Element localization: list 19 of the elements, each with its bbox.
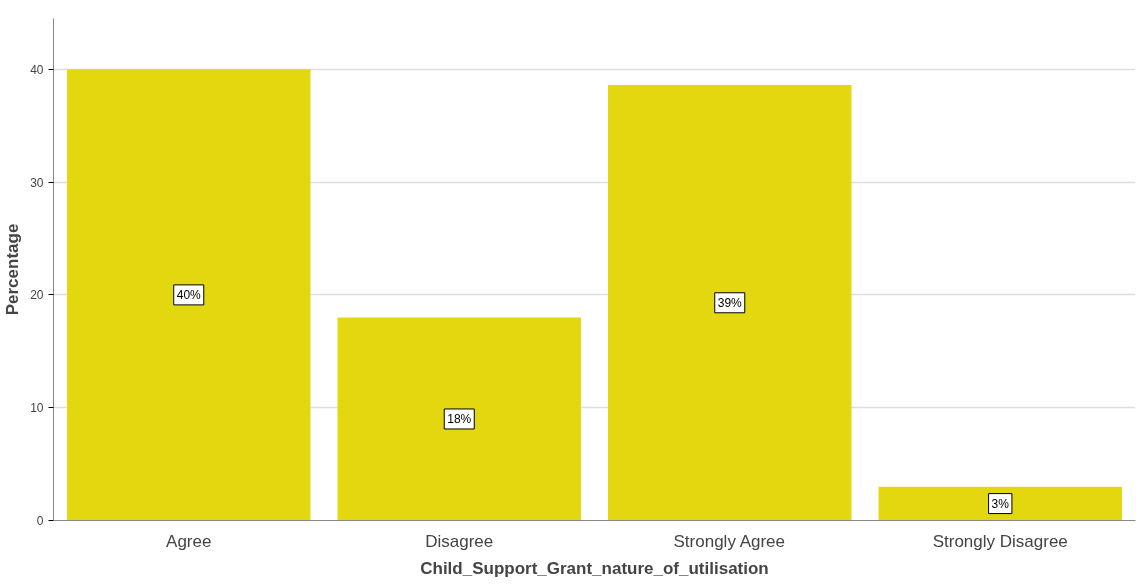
y-tick-label: 0 — [36, 514, 44, 528]
x-tick-label: Strongly Agree — [673, 531, 786, 551]
bar — [337, 317, 581, 521]
y-tick-label: 20 — [30, 288, 44, 303]
y-axis-title: Percentage — [3, 223, 23, 316]
x-tick-label: Strongly Disagree — [932, 531, 1068, 551]
data-label: 18% — [447, 411, 472, 426]
x-tick-label: Disagree — [425, 531, 494, 551]
bar — [67, 69, 311, 521]
data-label: 3% — [991, 496, 1010, 511]
y-tick-label: 10 — [30, 401, 44, 416]
data-label: 40% — [176, 287, 202, 302]
x-tick-label: Agree — [166, 531, 212, 551]
x-axis-title: Child_Support_Grant_nature_of_utilisation — [420, 558, 769, 578]
y-tick-label: 30 — [30, 175, 44, 190]
bar — [878, 486, 1122, 521]
data-label: 39% — [717, 295, 743, 310]
bar — [608, 85, 852, 521]
y-tick-label: 40 — [30, 62, 44, 77]
